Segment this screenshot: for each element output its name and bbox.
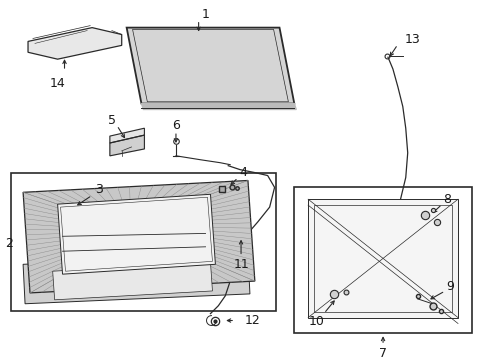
Polygon shape (110, 128, 144, 143)
Text: 2: 2 (5, 237, 13, 250)
Text: 1: 1 (201, 8, 209, 21)
Text: 12: 12 (244, 314, 260, 327)
Text: 3: 3 (95, 183, 103, 196)
Polygon shape (28, 28, 122, 59)
Text: 4: 4 (239, 166, 246, 179)
Polygon shape (58, 194, 215, 274)
Bar (313, 205, 451, 312)
Text: 11: 11 (233, 258, 248, 271)
Bar (294, 188, 471, 333)
Polygon shape (23, 255, 249, 304)
Text: 8: 8 (442, 193, 450, 206)
Text: 6: 6 (172, 119, 180, 132)
Polygon shape (110, 135, 144, 156)
Text: 14: 14 (50, 77, 65, 90)
Text: 9: 9 (445, 279, 453, 293)
Polygon shape (23, 180, 254, 293)
Text: 5: 5 (108, 114, 116, 127)
Polygon shape (141, 104, 296, 109)
Bar (307, 199, 457, 318)
Polygon shape (53, 262, 212, 300)
Text: 10: 10 (308, 315, 324, 328)
Bar (11, 172, 275, 311)
Text: 7: 7 (378, 347, 386, 360)
Text: 13: 13 (404, 33, 420, 46)
Polygon shape (126, 28, 294, 104)
